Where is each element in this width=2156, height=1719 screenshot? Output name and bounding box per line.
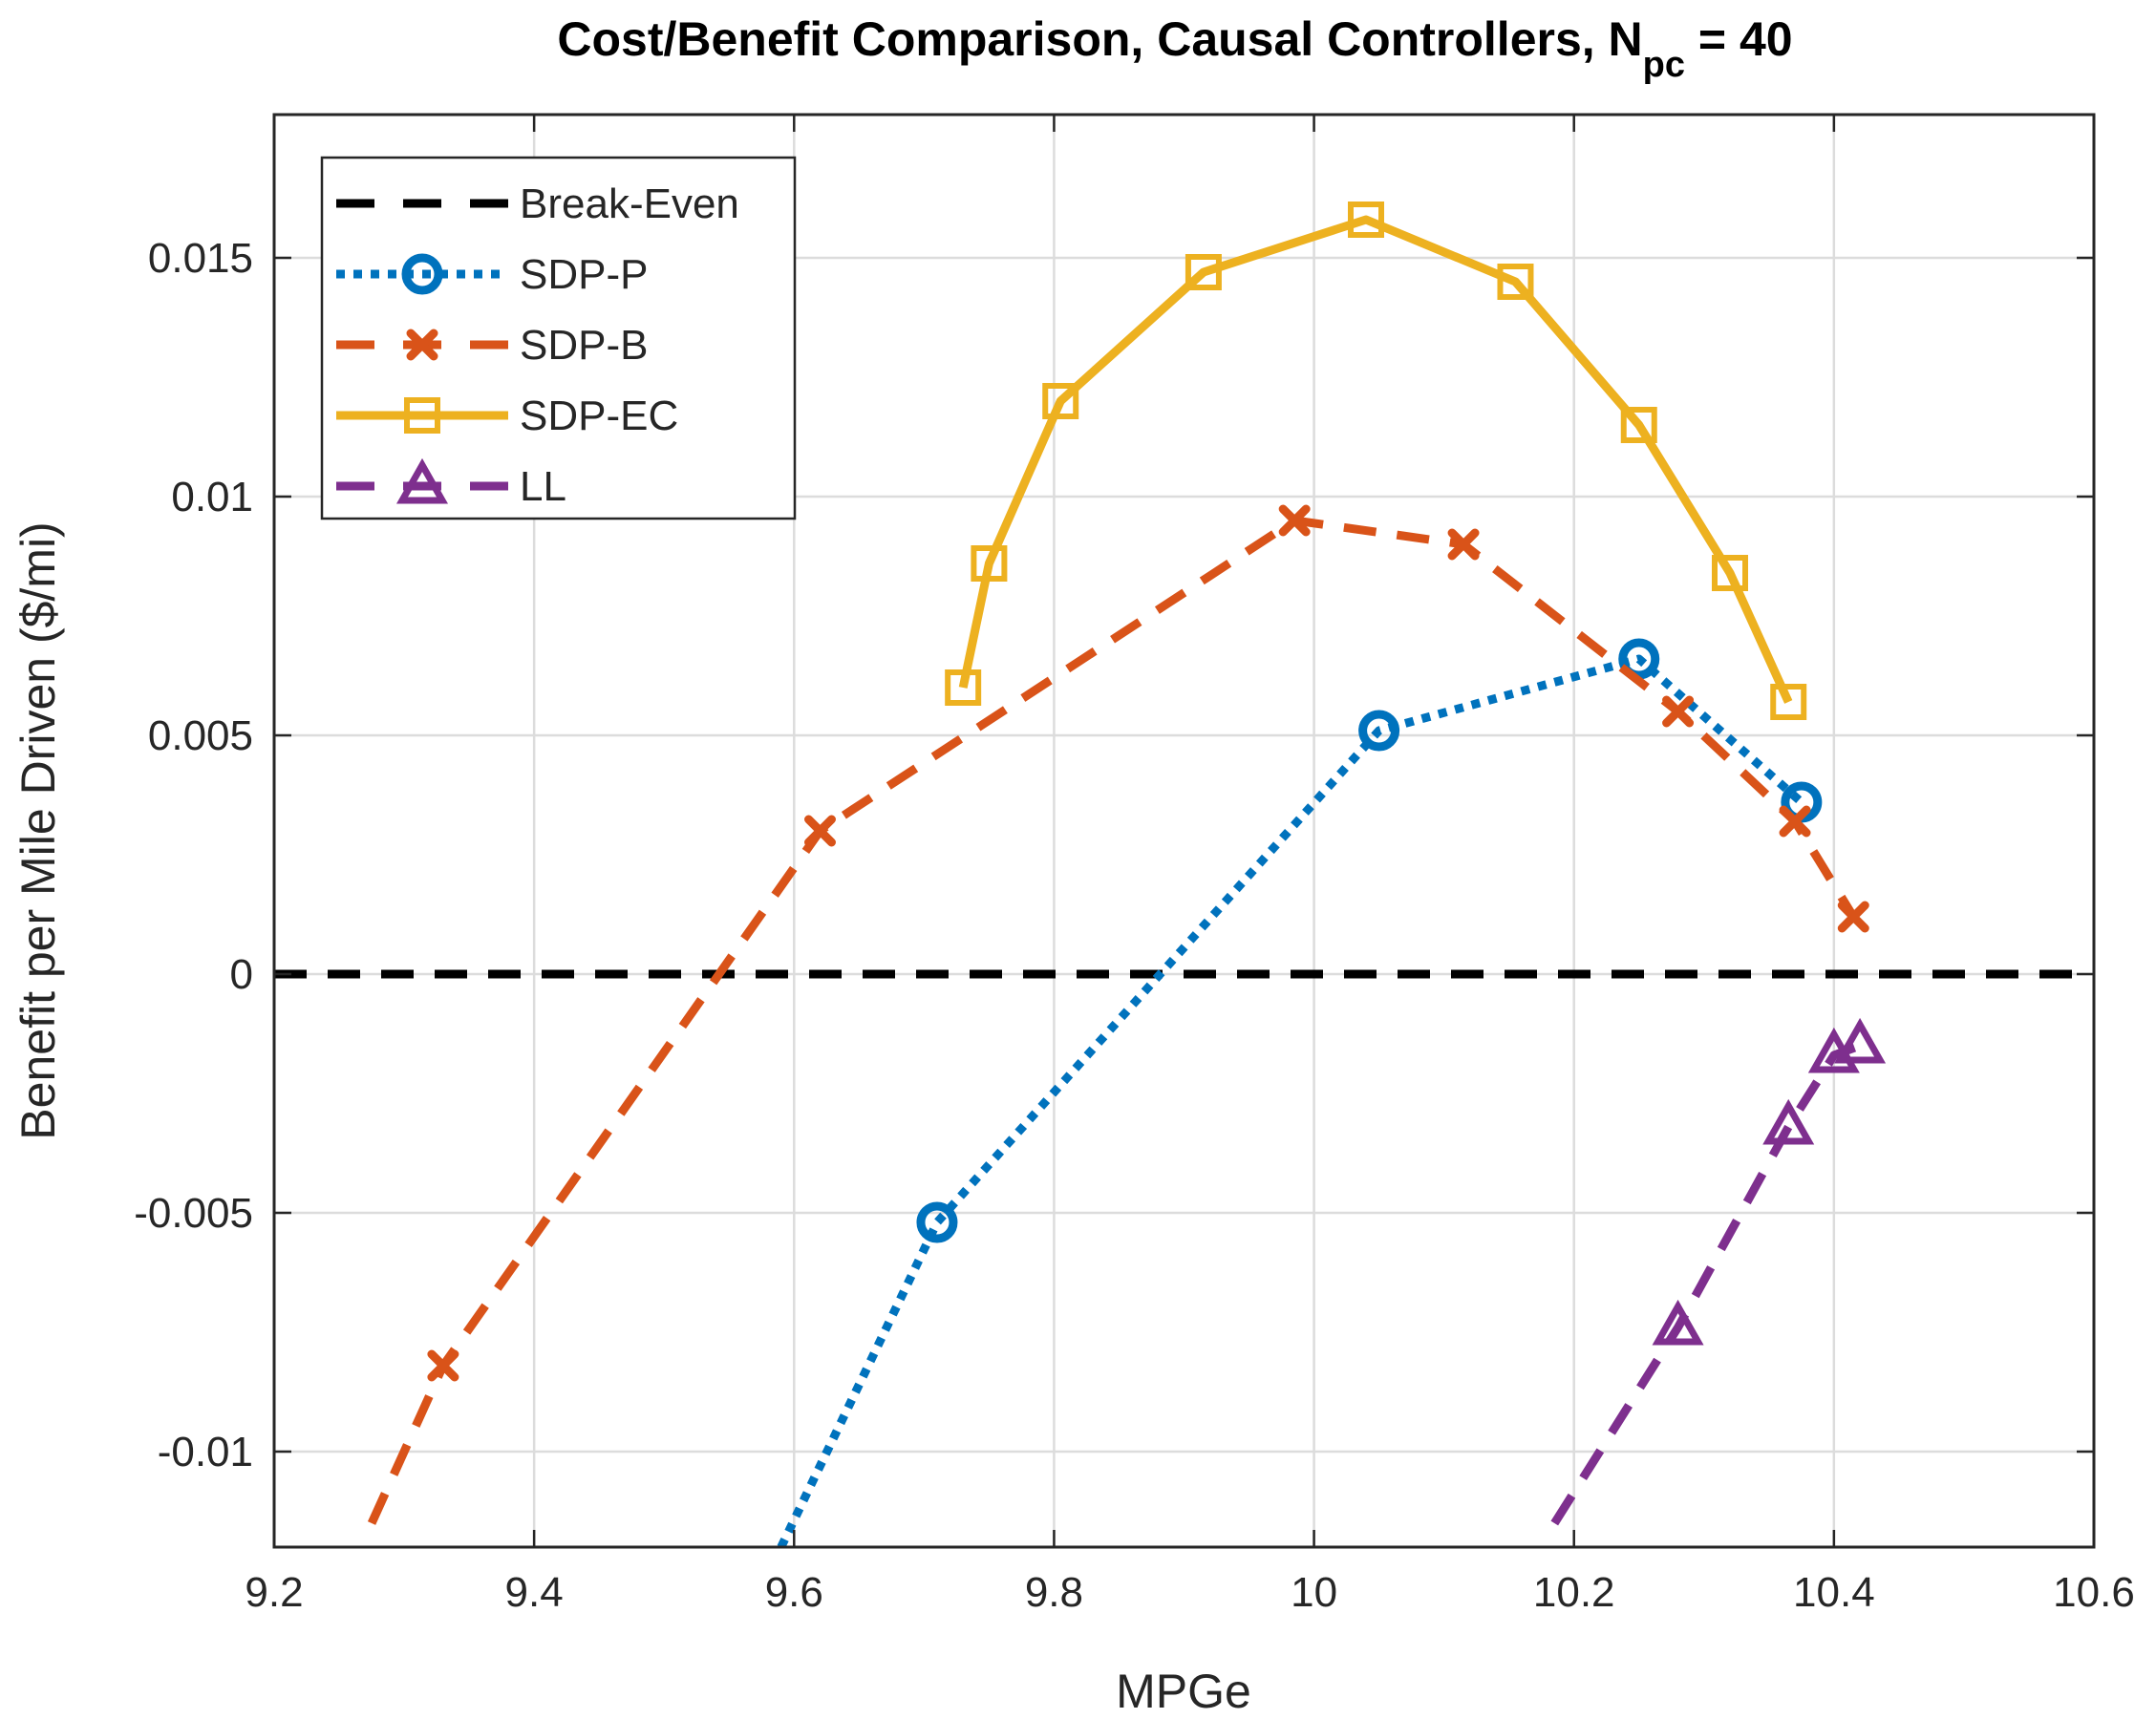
chart-title-main: Cost/Benefit Comparison, Causal Controll… <box>557 12 1642 66</box>
legend-item-ll: LL <box>336 457 566 510</box>
legend-items: Break-Even SDP-P SDP-B SDP-EC LL <box>336 180 739 510</box>
series-line-sdp-b <box>367 516 1858 1525</box>
legend-item-sdp-b: SDP-B <box>336 322 648 369</box>
data-point-sdp-b <box>1662 695 1695 728</box>
legend-label-sdp-b: SDP-B <box>520 322 648 369</box>
data-point-sdp-ec <box>1185 254 1222 290</box>
series-ll <box>1550 1017 1887 1526</box>
data-point-sdp-ec <box>1770 684 1807 720</box>
chart-title-suffix: = 40 <box>1685 12 1793 66</box>
series-sdp-p <box>777 638 1823 1547</box>
series-line-sdp-ec <box>958 215 1793 704</box>
x-tick-label: 9.6 <box>765 1569 823 1616</box>
legend-marker-sdp-ec <box>404 397 440 434</box>
legend: Break-Even SDP-P SDP-B SDP-EC LL <box>320 156 797 520</box>
data-point-sdp-p <box>1618 638 1660 680</box>
series-line-sdp-p <box>777 654 1804 1547</box>
data-point-sdp-ec <box>1497 264 1534 300</box>
legend-label-break-even: Break-Even <box>520 180 739 227</box>
legend-marker-sdp-p <box>401 253 443 295</box>
y-tick-label: 0.005 <box>148 712 253 759</box>
data-point-sdp-b <box>804 815 836 847</box>
data-point-sdp-ec <box>1712 555 1748 591</box>
x-tick-label: 10.6 <box>2053 1569 2135 1616</box>
legend-label-ll: LL <box>520 463 566 510</box>
series-sdp-b <box>367 504 1869 1525</box>
x-tick-label: 10.2 <box>1533 1569 1615 1616</box>
data-point-sdp-b <box>1278 504 1311 537</box>
x-tick-label: 10.4 <box>1793 1569 1875 1616</box>
legend-marker-sdp-b <box>406 329 438 361</box>
data-point-sdp-ec <box>1348 202 1384 238</box>
data-point-sdp-ec <box>945 669 982 706</box>
legend-label-sdp-p: SDP-P <box>520 251 648 298</box>
chart-title-subscript: pc <box>1643 45 1685 85</box>
data-point-sdp-b <box>1447 528 1480 561</box>
data-point-ll <box>1762 1098 1815 1145</box>
data-point-sdp-b <box>1779 805 1811 838</box>
x-tick-label: 10 <box>1291 1569 1337 1616</box>
plot-frame <box>272 113 2096 1549</box>
x-axis-label: MPGe <box>1116 1665 1251 1718</box>
data-point-sdp-ec <box>1042 383 1079 419</box>
y-axis-label: Benefit per Mile Driven ($/mi) <box>11 521 65 1139</box>
y-tick-label: -0.005 <box>134 1190 253 1237</box>
legend-label-sdp-ec: SDP-EC <box>520 393 678 439</box>
data-point-sdp-p <box>1358 710 1400 752</box>
x-tick-label: 9.8 <box>1025 1569 1083 1616</box>
legend-item-break-even: Break-Even <box>336 180 739 227</box>
series-sdp-ec <box>945 202 1807 720</box>
ticks: 9.2 9.4 9.6 9.8 10 10.2 10.4 10.6 -0.01 -0.005 0 0.… <box>134 115 2135 1616</box>
y-tick-label: 0.01 <box>171 474 253 520</box>
data-point-sdp-ec <box>971 545 1008 582</box>
legend-box <box>320 156 797 520</box>
y-tick-label: 0 <box>230 951 253 998</box>
legend-item-sdp-p: SDP-P <box>336 251 648 298</box>
data-point-sdp-b <box>1837 901 1869 933</box>
data-point-ll <box>1652 1299 1704 1346</box>
legend-marker-ll <box>395 457 449 504</box>
legend-item-sdp-ec: SDP-EC <box>336 393 678 439</box>
x-tick-label: 9.4 <box>505 1569 564 1616</box>
data-point-sdp-b <box>427 1349 459 1382</box>
chart-title: Cost/Benefit Comparison, Causal Controll… <box>557 12 1792 85</box>
data-point-sdp-p <box>916 1201 958 1243</box>
data-point-sdp-ec <box>1620 407 1657 443</box>
x-tick-label: 9.2 <box>245 1569 303 1616</box>
y-tick-label: 0.015 <box>148 235 253 282</box>
data-point-ll <box>1834 1017 1887 1064</box>
series-layer <box>274 202 2094 1547</box>
y-tick-label: -0.01 <box>158 1429 253 1475</box>
